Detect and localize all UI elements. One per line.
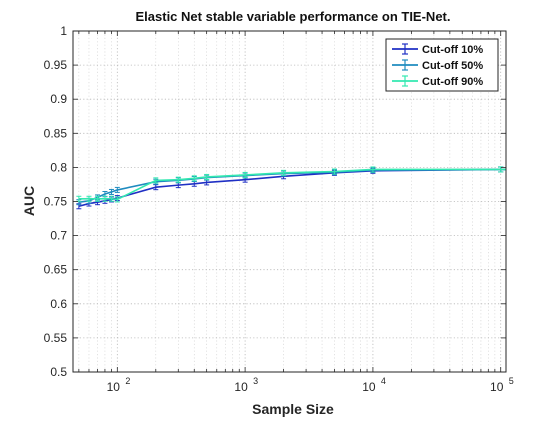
series-line-1: [78, 168, 506, 208]
legend-label: Cut-off 10%: [422, 44, 483, 56]
x-axis-label: Sample Size: [252, 401, 334, 417]
legend-entry-3: Cut-off 90%: [392, 75, 483, 88]
y-tick-label: 0.6: [50, 297, 67, 311]
legend: Cut-off 10% Cut-off 50% Cut-off 90%: [385, 38, 499, 92]
series-3-point: [108, 195, 114, 202]
grid-lines: [73, 31, 506, 372]
series-3-point: [95, 195, 101, 202]
y-tick-label: 0.55: [44, 331, 68, 345]
series-3-point: [86, 195, 92, 202]
series-lines: [76, 166, 506, 210]
series-3-point: [204, 173, 210, 180]
x-tick-exponent: 3: [253, 376, 258, 386]
series-3-point: [153, 177, 159, 184]
series-3-point: [370, 166, 376, 173]
y-tick-label: 0.9: [50, 92, 67, 106]
x-tick-exponent: 5: [509, 376, 514, 386]
legend-entry-1: Cut-off 10%: [392, 43, 483, 56]
y-tick-label: 0.95: [44, 58, 68, 72]
legend-entry-2: Cut-off 50%: [392, 59, 483, 72]
legend-label: Cut-off 90%: [422, 76, 483, 88]
series-2-point: [108, 188, 114, 195]
y-tick-label: 0.85: [44, 126, 68, 140]
x-tick-exponent: 4: [381, 376, 386, 386]
legend-label: Cut-off 50%: [422, 60, 483, 72]
series-3-point: [281, 169, 287, 176]
x-tick-exponent: 2: [125, 376, 130, 386]
series-3-point: [102, 195, 108, 202]
series-3-point: [331, 168, 337, 175]
y-tick-label: 0.5: [50, 365, 67, 379]
y-axis-label: AUC: [21, 186, 37, 216]
x-tick-label: 10: [234, 380, 248, 394]
y-tick-label: 0.75: [44, 195, 68, 209]
series-2-point: [114, 186, 120, 193]
series-3-point: [175, 176, 181, 183]
y-tick-label: 0.65: [44, 263, 68, 277]
x-tick-label: 10: [362, 380, 376, 394]
y-tick-label: 1: [60, 24, 67, 38]
series-3-point: [498, 166, 504, 173]
chart-title: Elastic Net stable variable performance …: [136, 9, 451, 24]
x-tick-label: 10: [490, 380, 504, 394]
series-line-2: [78, 168, 506, 203]
series-3-point: [114, 196, 120, 203]
series-3-point: [191, 175, 197, 182]
y-tick-label: 0.8: [50, 160, 67, 174]
series-3-point: [242, 171, 248, 178]
y-tick-label: 0.7: [50, 229, 67, 243]
series-line-3: [78, 168, 506, 201]
x-tick-label: 10: [107, 380, 121, 394]
